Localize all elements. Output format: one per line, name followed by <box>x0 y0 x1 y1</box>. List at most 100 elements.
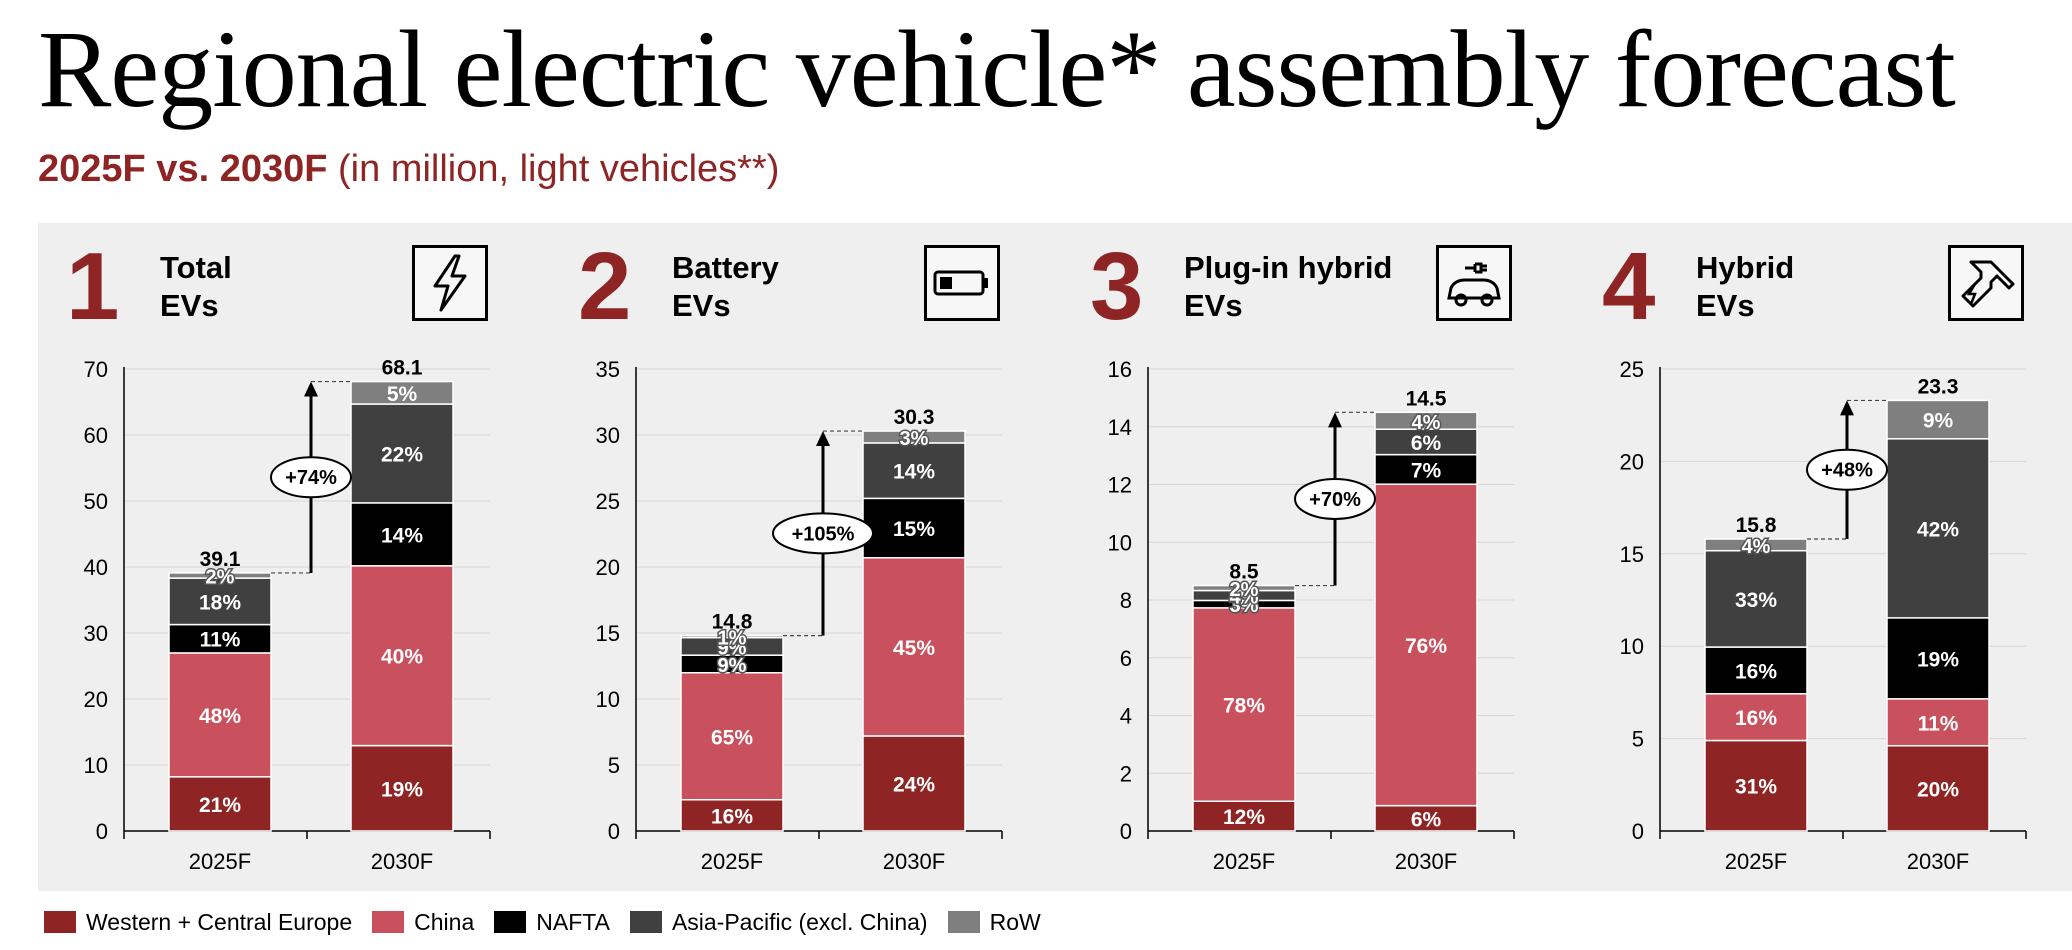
segment-label: 14% <box>893 461 935 484</box>
chart-hybrid-evs: 0 5 10 15 20 25 31% 16% 16% 33% 4%15.8 2025F 20% 11% 1… <box>1620 357 2027 874</box>
segment-label: 9% <box>718 655 747 677</box>
segment-label: 2% <box>206 567 235 589</box>
segment-label: 4% <box>1742 536 1771 558</box>
y-tick-label: 16 <box>1108 357 1132 382</box>
panel-title-line2: EVs <box>1696 288 1755 323</box>
y-tick-label: 10 <box>1108 530 1132 555</box>
segment-label: 22% <box>381 443 423 466</box>
segment-label: 76% <box>1405 635 1447 658</box>
bar-segment-western-central-europe <box>680 798 784 832</box>
x-tick-label: 2025F <box>701 849 763 874</box>
lightning-icon <box>412 245 488 321</box>
bar-segment-nafta <box>350 502 454 567</box>
y-tick-label: 5 <box>1632 727 1644 752</box>
panel-title-line1: Plug-in hybrid <box>1184 250 1393 285</box>
bar-segment-western-central-europe <box>1704 739 1808 832</box>
subtitle-period: 2025F vs. 2030F <box>38 148 328 190</box>
segment-label: 16% <box>1735 660 1777 683</box>
segment-label: 12% <box>1223 806 1265 829</box>
segment-label: 65% <box>711 726 753 749</box>
y-tick-label: 70 <box>84 357 108 382</box>
segment-label: 9% <box>718 637 747 659</box>
bar-segment-row <box>862 430 966 444</box>
segment-label: 19% <box>1917 648 1959 671</box>
y-tick-label: 10 <box>596 687 620 712</box>
growth-arrow-head <box>1840 400 1854 416</box>
y-tick-label: 35 <box>596 357 620 382</box>
y-tick-label: 0 <box>608 819 620 844</box>
legend-swatch <box>947 911 980 933</box>
battery-icon <box>924 245 1000 321</box>
panel-title-line1: Battery <box>672 250 779 285</box>
legend-label: RoW <box>989 908 1041 935</box>
bar-segment-western-central-europe <box>1886 744 1990 832</box>
subtitle-units: (in million, light vehicles**) <box>338 148 780 190</box>
bar-segment-china <box>1192 607 1296 802</box>
bar-segment-nafta <box>1704 646 1808 695</box>
segment-label: 9% <box>1923 410 1954 433</box>
panel-title: Plug-in hybrid EVs <box>1184 249 1392 325</box>
growth-arrow-head <box>304 381 318 397</box>
segment-label: 19% <box>381 778 423 801</box>
bar-segment-nafta <box>1886 617 1990 700</box>
panel-title-line1: Total <box>160 250 232 285</box>
segment-label: 11% <box>1918 712 1959 735</box>
growth-label: +105% <box>792 523 855 545</box>
y-tick-label: 15 <box>1620 542 1644 567</box>
total-label: 8.5 <box>1229 561 1259 584</box>
bar-segment-western-central-europe <box>350 744 454 832</box>
y-tick-label: 40 <box>84 555 108 580</box>
segment-label: 18% <box>199 591 241 614</box>
growth-label: +74% <box>285 467 337 489</box>
segment-label: 2% <box>1230 579 1259 601</box>
total-label: 14.8 <box>712 611 753 634</box>
x-tick-label: 2030F <box>1395 849 1457 874</box>
bar-segment-asia-pacific-excl-china <box>350 403 454 504</box>
bar-segment-row <box>1704 538 1808 552</box>
panel-hybrid-evs: 4 Hybrid EVs 0 5 10 15 20 25 31% 16% 16% 33% 4% 15.… <box>1574 223 2072 891</box>
y-tick-label: 5 <box>608 753 620 778</box>
bar-segment-row <box>1886 399 1990 440</box>
y-tick-label: 25 <box>1620 357 1644 382</box>
segment-label: 3% <box>900 428 929 450</box>
y-tick-label: 8 <box>1120 588 1132 613</box>
bar-segment-asia-pacific-excl-china <box>168 577 272 626</box>
panel-title: Hybrid EVs <box>1696 249 1794 325</box>
chart-battery-evs: 0510152025303516%65%9%9%1%14.82025F24%45… <box>596 357 1003 874</box>
segment-label: 45% <box>893 637 935 660</box>
legend-label: NAFTA <box>536 908 610 935</box>
legend-item-nafta: NAFTA <box>494 909 610 936</box>
y-tick-label: 30 <box>596 423 620 448</box>
bar-segment-asia-pacific-excl-china <box>1886 438 1990 619</box>
legend-swatch <box>44 911 76 933</box>
x-tick-label: 2030F <box>1907 849 1969 874</box>
segment-label: 5% <box>387 383 418 406</box>
y-tick-label: 20 <box>596 555 620 580</box>
segment-label: 42% <box>1917 518 1959 541</box>
y-tick-label: 60 <box>84 423 108 448</box>
bar-segment-china <box>680 672 784 801</box>
panel-number: 4 <box>1602 233 1656 340</box>
legend-item-row: RoW <box>947 908 1041 936</box>
segment-label: 21% <box>199 794 241 817</box>
segment-label: 7% <box>1411 459 1442 482</box>
segment-label: 14% <box>381 524 423 547</box>
segment-label: 33% <box>1735 589 1777 612</box>
y-tick-label: 30 <box>84 621 108 646</box>
bar-segment-asia-pacific-excl-china <box>1704 549 1808 648</box>
growth-badge <box>772 512 874 555</box>
chart-plug-in-hybrid-evs: 024681012141612%78%3%4%2%8.52025F6%76%7%… <box>1108 357 1515 874</box>
segment-label: 6% <box>1411 808 1442 831</box>
legend-label: China <box>414 908 475 935</box>
segment-label: 16% <box>1735 707 1777 730</box>
x-tick-label: 2025F <box>189 849 251 874</box>
plug-car-icon <box>1436 245 1512 321</box>
legend: Western + Central Europe China NAFTA Asi… <box>44 908 1061 936</box>
panel-plug-in-hybrid-evs: 3 Plug-in hybrid EVs 0 2 4 6 8 10 12 14 16 12% 78%… <box>1062 223 1586 891</box>
segment-label: 24% <box>893 773 935 796</box>
total-label: 39.1 <box>200 548 241 571</box>
y-tick-label: 20 <box>1620 449 1644 474</box>
legend-swatch <box>372 911 405 933</box>
legend-label: Asia-Pacific (excl. China) <box>671 908 928 935</box>
segment-label: 6% <box>1411 432 1442 455</box>
